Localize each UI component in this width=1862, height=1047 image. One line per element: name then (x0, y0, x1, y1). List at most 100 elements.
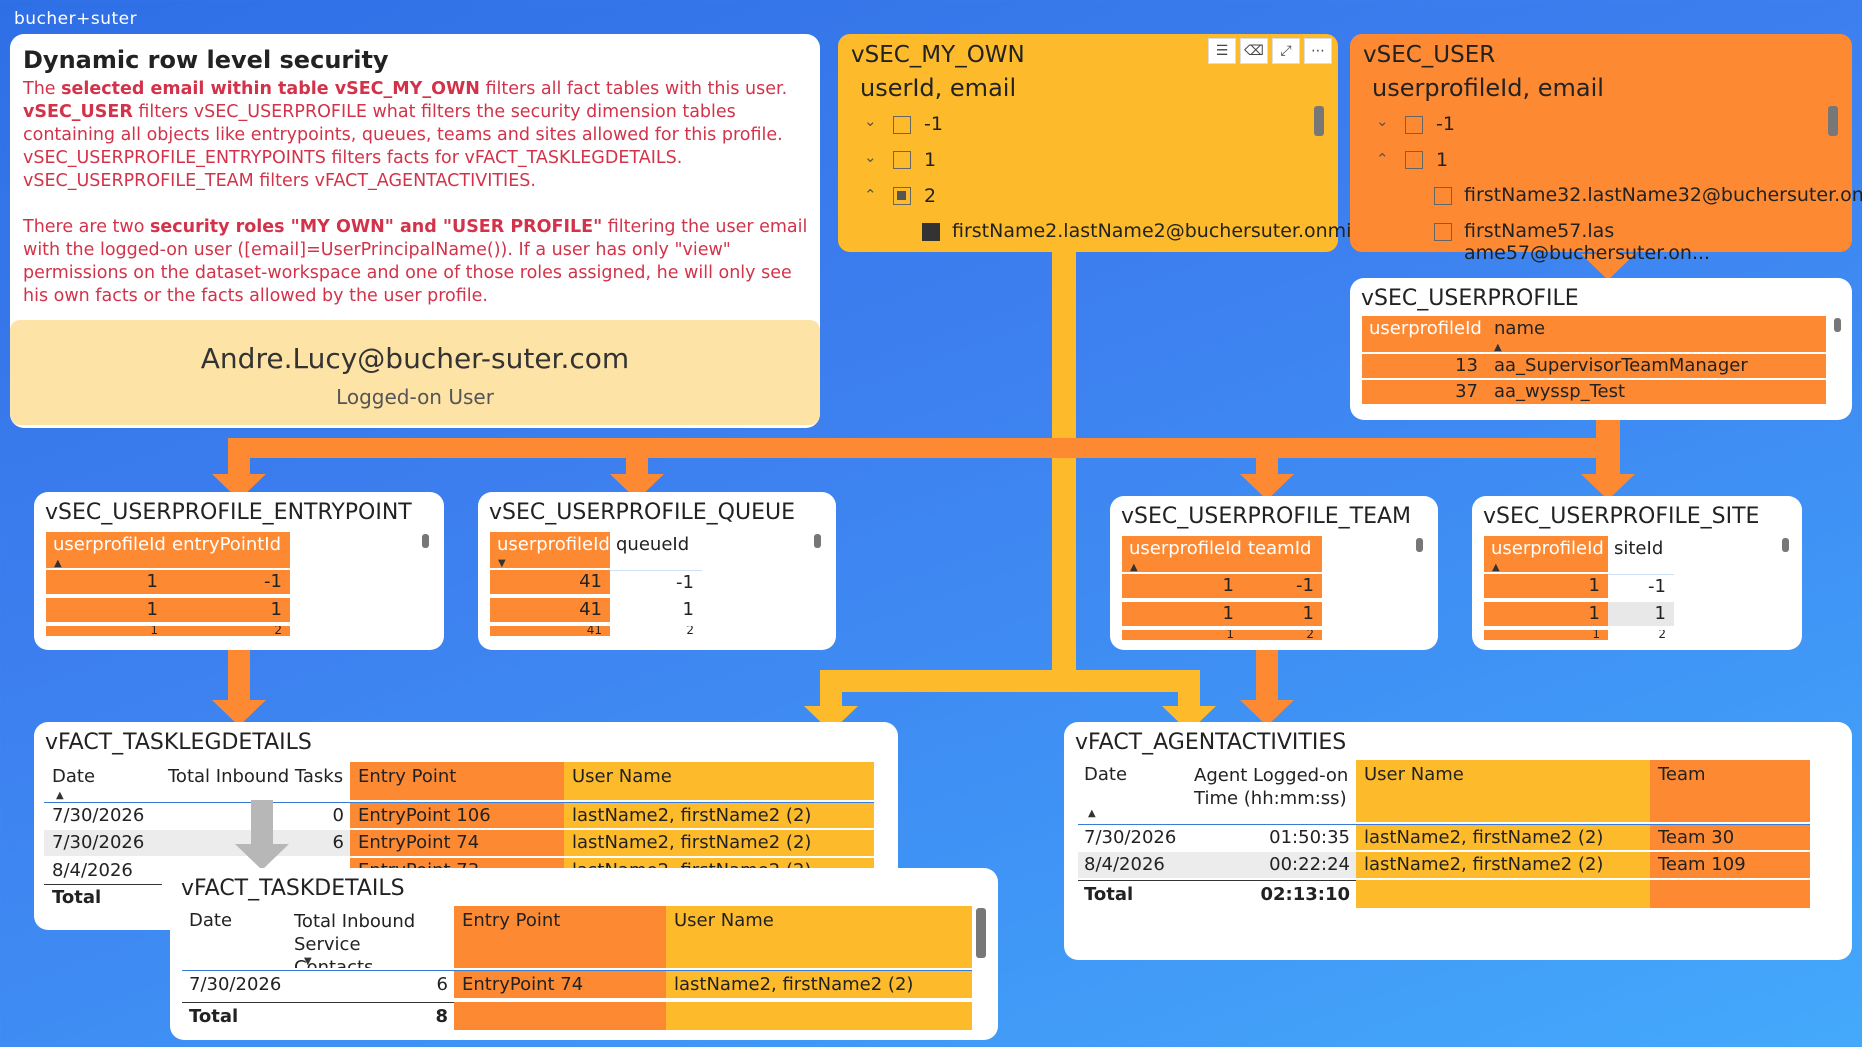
scrollbar[interactable] (976, 908, 986, 958)
scrollbar[interactable] (1828, 106, 1838, 136)
info-card: Dynamic row level security The selected … (10, 34, 820, 428)
column-header[interactable]: Date (189, 910, 233, 931)
table-cell: lastName2, firstName2 (2) (1356, 824, 1650, 850)
slicer-item[interactable]: 1 (924, 149, 937, 171)
column-header[interactable]: User Name (666, 906, 972, 968)
slicer-child-item[interactable]: firstName57.lasame57@buchersuter.on... (1464, 220, 1711, 264)
chevron-down-icon[interactable]: ⌄ (1376, 112, 1389, 130)
slicer-sec-user[interactable]: vSEC_USER userprofileId, email ⌄ -1 ⌃ 1 … (1350, 34, 1862, 264)
column-header[interactable]: userprofileId (1362, 316, 1486, 352)
column-header[interactable]: queueId (616, 534, 690, 555)
table-title: vSEC_USERPROFILE_ENTRYPOINT (45, 500, 412, 525)
table-title: vFACT_AGENTACTIVITIES (1075, 730, 1347, 755)
column-header[interactable]: Date (1084, 764, 1128, 785)
checkbox[interactable] (1405, 116, 1423, 134)
column-header[interactable]: name (1486, 316, 1826, 352)
column-header[interactable]: siteId (1614, 538, 1664, 559)
table-cell: 2 (1658, 630, 1666, 640)
table-cell: Team 30 (1650, 824, 1810, 850)
table-cell: lastName2, firstName2 (2) (564, 802, 874, 828)
filter-icon[interactable]: ☰ (1208, 38, 1236, 64)
chevron-down-icon[interactable]: ⌄ (864, 148, 877, 166)
slicer-child-item[interactable]: firstName2.lastName2@buchersuter.onmi... (952, 220, 1370, 242)
scrollbar[interactable] (422, 534, 429, 548)
scrollbar[interactable] (814, 534, 821, 548)
checkbox[interactable] (1405, 151, 1423, 169)
column-header[interactable]: Date (52, 766, 96, 787)
table-cell: Team 109 (1650, 852, 1810, 878)
chevron-up-icon[interactable]: ⌃ (864, 186, 877, 204)
table-fact-agentactivities: vFACT_AGENTACTIVITIES Date ▲ Agent Logge… (1064, 722, 1852, 960)
table-cell: aa_SupervisorTeamManager (1486, 354, 1826, 378)
table-cell: 8/4/2026 (1078, 852, 1188, 878)
slicer-subtitle: userId, email (860, 74, 1017, 102)
table-title: vSEC_USERPROFILE_SITE (1483, 504, 1760, 529)
table-cell: 1 (46, 598, 166, 622)
table-cell: 1 (1122, 602, 1242, 626)
scrollbar[interactable] (1314, 106, 1324, 136)
connector-drop-team (1256, 438, 1278, 476)
checkbox[interactable] (893, 116, 911, 134)
arrow-to-team (1240, 474, 1294, 500)
sort-ascending-icon: ▲ (54, 558, 62, 569)
total-label: Total (1078, 880, 1188, 908)
slicer-item[interactable]: -1 (1436, 113, 1455, 135)
column-header[interactable]: userprofileId (1484, 536, 1608, 572)
checkbox[interactable] (1434, 187, 1452, 205)
slicer-child-item[interactable]: firstName32.lastName32@buchersuter.on... (1464, 184, 1862, 206)
column-header[interactable]: userprofileId (1122, 536, 1242, 572)
table-cell: EntryPoint 74 (350, 830, 564, 856)
table-cell: aa_wyssp_Test (1486, 380, 1826, 404)
total-label: Total (44, 884, 162, 910)
scrollbar[interactable] (1834, 318, 1841, 332)
connector-entry-to-tasklegs (228, 640, 250, 700)
table-cell: lastName2, firstName2 (2) (666, 970, 972, 998)
info-paragraph-1: The selected email within table vSEC_MY_… (23, 79, 808, 306)
column-header[interactable]: Entry Point (350, 762, 564, 800)
column-header[interactable]: Entry Point (454, 906, 666, 968)
table-title: vSEC_USERPROFILE_TEAM (1121, 504, 1412, 529)
connector-drop-queue (626, 438, 648, 476)
table-cell: 41 (490, 626, 610, 636)
total-cell (454, 1002, 666, 1030)
slicer-item[interactable]: 1 (1436, 149, 1449, 171)
table-userprofile: vSEC_USERPROFILE userprofileId name ▲ 13… (1350, 278, 1852, 420)
column-header[interactable]: teamId (1242, 536, 1322, 572)
focus-mode-icon[interactable]: ⤢ (1272, 38, 1300, 64)
column-header[interactable]: Total Inbound Tasks (168, 766, 344, 787)
table-up-team: vSEC_USERPROFILE_TEAM userprofileId team… (1110, 496, 1438, 650)
table-cell: lastName2, firstName2 (2) (1356, 852, 1650, 878)
more-options-icon[interactable]: ⋯ (1304, 38, 1332, 64)
connector-team-to-agent (1256, 640, 1278, 700)
connector-myown-left-drop (820, 670, 842, 710)
checkbox[interactable] (1434, 223, 1452, 241)
visual-toolbar: ☰ ⌫ ⤢ ⋯ (1208, 38, 1332, 64)
column-header[interactable]: Total Inbound Service Contacts (294, 911, 416, 968)
connector-drop-site (1596, 438, 1620, 476)
slicer-my-own[interactable]: ☰ ⌫ ⤢ ⋯ vSEC_MY_OWN userId, email ⌄ -1 ⌄… (838, 34, 1370, 252)
eraser-icon[interactable]: ⌫ (1240, 38, 1268, 64)
table-cell: 1 (1484, 574, 1608, 598)
logged-on-user-card: Andre.Lucy@bucher-suter.com Logged-on Us… (10, 320, 820, 425)
chevron-down-icon[interactable]: ⌄ (864, 112, 877, 130)
user-label: Logged-on User (336, 385, 494, 409)
checkbox[interactable] (893, 151, 911, 169)
scrollbar[interactable] (1416, 538, 1423, 552)
column-header[interactable]: Team (1650, 760, 1810, 822)
slicer-item[interactable]: -1 (924, 113, 943, 135)
checkbox[interactable] (893, 187, 911, 205)
total-value: 02:13:10 (1188, 880, 1356, 908)
chevron-up-icon[interactable]: ⌃ (1376, 150, 1389, 168)
checkbox-checked[interactable] (922, 223, 940, 241)
table-title: vSEC_USERPROFILE_QUEUE (489, 500, 795, 525)
column-header[interactable]: entryPointId (166, 532, 290, 568)
column-header[interactable]: userprofileId (490, 532, 610, 568)
slicer-item[interactable]: 2 (924, 185, 937, 207)
column-header[interactable]: Agent Logged-on Time (hh:mm:ss) (1194, 765, 1349, 809)
column-header[interactable]: User Name (1356, 760, 1650, 822)
table-cell: 8/4/2026 (52, 860, 133, 881)
arrow-team-agent (1240, 700, 1294, 726)
column-header[interactable]: User Name (564, 762, 874, 800)
column-header[interactable]: userprofileId (46, 532, 166, 568)
scrollbar[interactable] (1782, 538, 1789, 552)
